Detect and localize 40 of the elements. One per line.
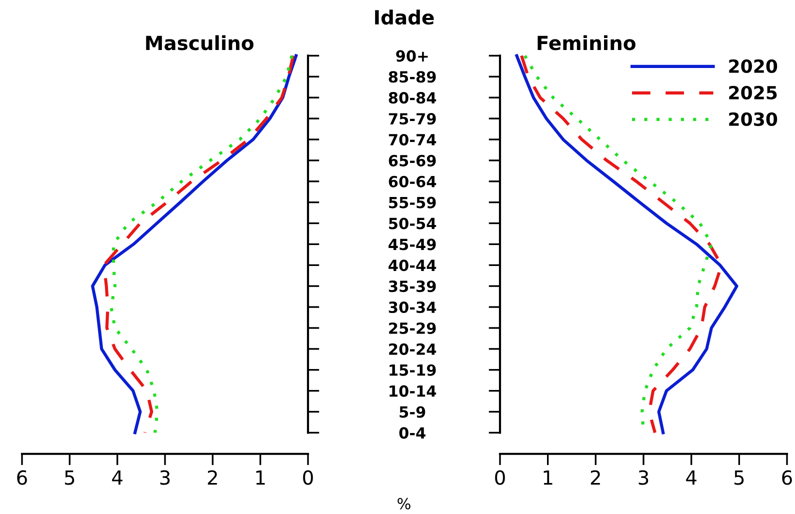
legend-label: 2030 <box>729 112 778 126</box>
x-tick-label: 0 <box>303 470 313 485</box>
y-tick-label: 15-19 <box>390 364 436 376</box>
x-axis-title: % <box>398 498 410 510</box>
x-tick-label: 5 <box>734 470 744 485</box>
y-tick-label: 40-44 <box>388 260 436 272</box>
y-tick-label: 0-4 <box>399 427 426 439</box>
y-axis-title: Idade <box>375 10 434 25</box>
chart-title: Feminino <box>538 35 636 50</box>
chart-title: Masculino <box>146 35 254 50</box>
x-tick-label: 6 <box>17 470 27 485</box>
y-tick-label: 90+ <box>396 50 428 62</box>
x-tick-label: 0 <box>495 470 505 485</box>
y-tick-label: 80-84 <box>388 92 436 104</box>
x-tick-label: 4 <box>686 470 696 485</box>
x-tick-label: 3 <box>160 470 170 485</box>
y-tick-label: 85-89 <box>388 71 436 83</box>
y-tick-label: 5-9 <box>400 406 426 418</box>
y-tick-label: 10-14 <box>390 385 436 397</box>
y-tick-label: 30-34 <box>388 302 436 314</box>
y-tick-label: 50-54 <box>389 218 436 230</box>
x-tick-label: 2 <box>590 470 600 485</box>
y-tick-label: 45-49 <box>388 238 436 250</box>
y-tick-label: 55-59 <box>389 196 436 208</box>
x-tick-label: 5 <box>64 470 74 485</box>
y-tick-label: 65-69 <box>388 154 436 166</box>
y-tick-label: 25-29 <box>389 322 436 334</box>
legend-label: 2025 <box>729 86 777 100</box>
y-tick-label: 35-39 <box>388 280 436 292</box>
x-tick-label: 3 <box>638 470 648 485</box>
x-tick-label: 4 <box>112 470 122 485</box>
x-tick-label: 2 <box>208 470 217 485</box>
x-tick-label: 1 <box>544 470 552 485</box>
legend-label: 2020 <box>729 59 778 74</box>
y-tick-label: 70-74 <box>388 134 436 146</box>
y-tick-label: 20-24 <box>389 343 436 355</box>
y-tick-label: 60-64 <box>388 176 436 188</box>
y-tick-label: 75-79 <box>388 113 436 125</box>
x-tick-label: 6 <box>782 470 792 485</box>
x-tick-label: 1 <box>256 470 265 485</box>
